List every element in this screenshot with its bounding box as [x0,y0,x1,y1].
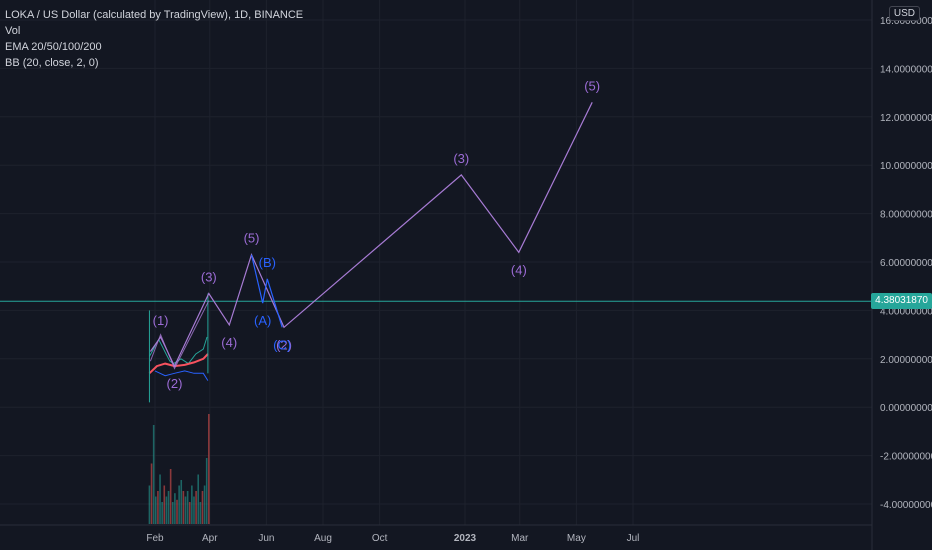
legend-ema[interactable]: EMA 20/50/100/200 [5,41,102,53]
volume-bar [165,496,168,524]
wave-label: (5) [244,231,260,246]
wave-label: (3) [201,269,217,284]
volume-bar [199,502,202,524]
y-tick-label: -2.00000000 [880,452,932,463]
wave-label: (2) [167,376,183,391]
volume-bar [208,414,210,524]
volume-bar [169,469,172,524]
currency-button[interactable]: USD [888,6,920,21]
ema-line [148,353,209,375]
wave-label: (B) [259,255,276,270]
bb-lower-line [154,370,209,381]
y-tick-label: 12.00000000 [880,113,932,124]
volume-bar [152,425,155,524]
volume-bars [148,414,210,524]
x-tick-label: Aug [314,533,332,544]
y-tick-label: 8.00000000 [880,210,932,221]
legend-bb[interactable]: BB (20, close, 2, 0) [5,57,99,69]
volume-bar [188,502,191,524]
wave-label: (4) [511,262,527,277]
volume-bar [180,480,183,524]
x-tick-label: Feb [146,533,164,544]
chart-grid [0,0,873,550]
x-tick-label: Jun [258,533,274,544]
volume-bar [150,463,153,524]
volume-bar [186,491,189,524]
volume-bar [182,491,185,524]
volume-bar [197,474,200,524]
volume-bar [193,496,195,524]
legend-title[interactable]: LOKA / US Dollar (calculated by TradingV… [5,9,304,21]
y-tick-label: 4.00000000 [880,306,932,317]
price-axis: 16.00000000 14.00000000 12.00000000 10.0000… [880,16,932,511]
volume-bar [159,474,161,524]
volume-bar [201,491,204,524]
time-axis: Feb Apr Jun Aug Oct 2023 Mar May Jul [146,533,639,544]
y-tick-label: -4.00000000 [880,500,932,511]
y-tick-label: 6.00000000 [880,258,932,269]
wave-label: (1) [153,313,169,328]
corrective-wave-line [250,254,283,328]
wave-label: (5) [584,78,600,93]
wave-label: (2) [276,337,292,352]
y-tick-label: 0.00000000 [880,403,932,414]
volume-bar [203,485,206,524]
volume-bar [167,491,170,524]
x-tick-label: May [567,533,586,544]
y-tick-label: 10.00000000 [880,161,932,172]
volume-bar [191,485,193,524]
volume-bar [148,485,151,524]
volume-bar [184,496,187,524]
wave-label: (4) [221,335,237,350]
volume-bar [176,499,178,524]
wave-label: (A) [254,313,271,328]
volume-bar [195,491,197,524]
x-tick-label: 2023 [454,533,477,544]
volume-bar [163,485,166,524]
wave-label: (C) [273,337,291,352]
y-tick-label: 2.00000000 [880,355,932,366]
x-tick-label: Apr [202,533,218,544]
last-price-tag: 4.38031870 [871,293,932,309]
x-tick-label: Jul [627,533,640,544]
x-tick-label: Oct [372,533,388,544]
volume-bar [157,491,159,524]
wave-labels: (1) (2) (3) (4) (5) (2) (3) (4) (5) (A) (B) (C) [153,78,600,391]
chart-legend: LOKA / US Dollar (calculated by TradingV… [5,7,303,71]
y-tick-label: 16.00000000 [880,16,932,27]
elliott-waves [149,102,593,370]
impulse-wave-line [149,102,593,368]
y-tick-label: 14.00000000 [880,64,932,75]
legend-vol[interactable]: Vol [5,25,21,37]
volume-bar [154,496,157,524]
volume-bar [161,502,163,524]
volume-bar [178,485,180,524]
volume-bar [171,502,174,524]
volume-bar [205,458,208,524]
wave-label: (3) [453,151,469,166]
indicator-overlays [148,293,209,403]
volume-bar [174,493,176,524]
x-tick-label: Mar [511,533,529,544]
